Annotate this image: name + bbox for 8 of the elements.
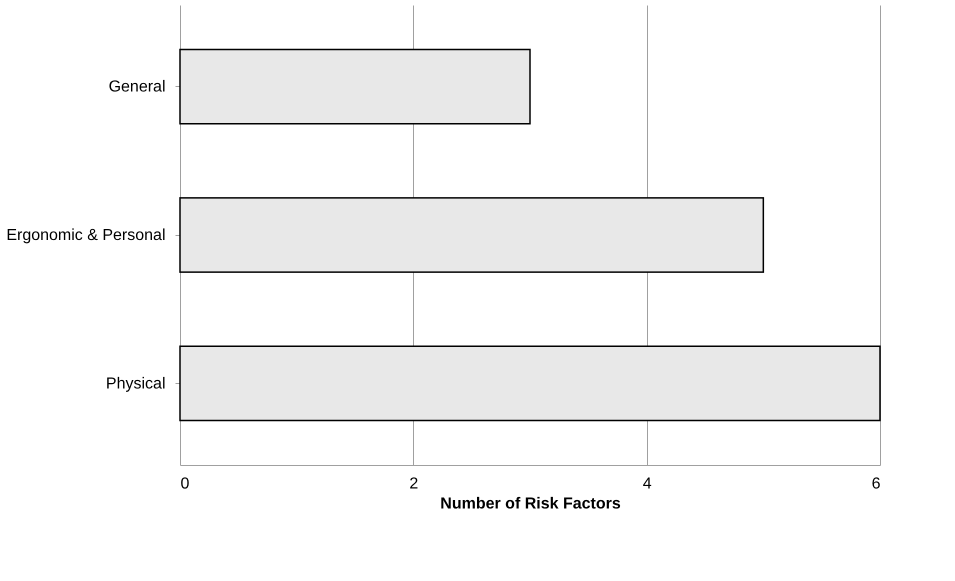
y-tick-label: General: [108, 78, 166, 96]
y-tick-label: Physical: [106, 375, 166, 392]
x-tick-label: 6: [872, 476, 881, 492]
y-tick-label: Ergonomic & Personal: [6, 227, 166, 244]
x-axis-title: Number of Risk Factors: [440, 496, 621, 512]
x-tick-label: 0: [180, 476, 190, 492]
x-tick-label: 4: [642, 476, 652, 492]
x-tick-label: 2: [409, 476, 418, 492]
